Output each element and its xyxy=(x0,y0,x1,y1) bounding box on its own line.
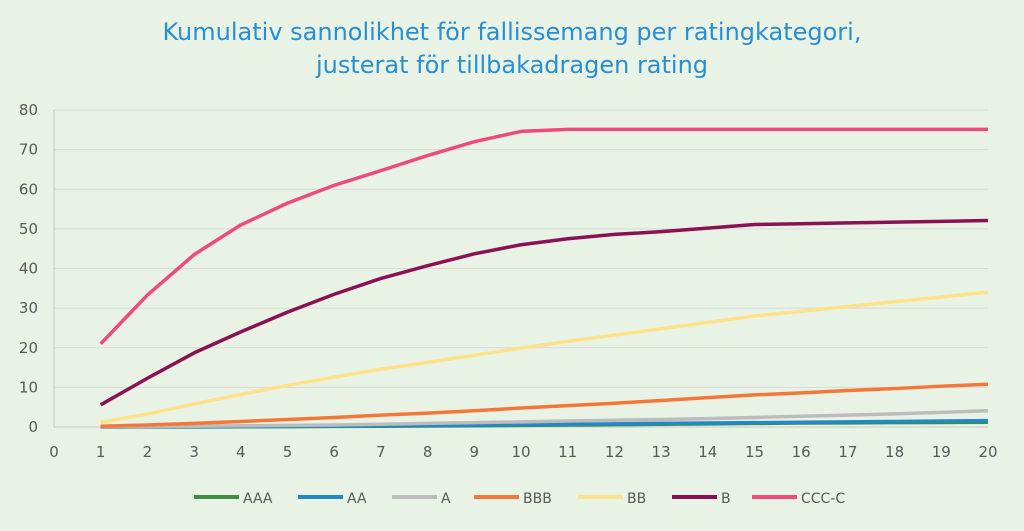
x-tick-label: 16 xyxy=(792,443,811,461)
x-tick-label: 20 xyxy=(978,443,997,461)
x-tick-label: 17 xyxy=(838,443,857,461)
x-tick-label: 4 xyxy=(236,443,246,461)
x-tick-label: 0 xyxy=(49,443,59,461)
series-line-a xyxy=(100,409,989,429)
x-tick-label: 6 xyxy=(329,443,339,461)
series-line-bbb xyxy=(100,382,989,428)
legend-label-bbb: BBB xyxy=(523,491,552,507)
series-line-b xyxy=(99,218,989,407)
x-tick-label: 13 xyxy=(652,443,671,461)
x-tick-label: 10 xyxy=(511,443,530,461)
legend-label-ccc-c: CCC-C xyxy=(801,491,845,507)
series-line-ccc-c xyxy=(99,127,988,345)
y-tick-label: 10 xyxy=(19,378,38,396)
legend-label-aaa: AAA xyxy=(243,491,273,507)
y-tick-label: 80 xyxy=(19,101,38,119)
x-tick-label: 5 xyxy=(283,443,293,461)
y-tick-label: 40 xyxy=(19,260,38,278)
x-tick-label: 14 xyxy=(698,443,717,461)
x-tick-label: 2 xyxy=(143,443,153,461)
y-tick-label: 30 xyxy=(19,299,38,317)
legend-label-a: A xyxy=(441,491,451,507)
x-tick-label: 9 xyxy=(470,443,480,461)
series-line-bb xyxy=(100,290,989,424)
chart-title-line-1: Kumulativ sannolikhet för fallissemang p… xyxy=(162,18,862,46)
x-tick-label: 11 xyxy=(558,443,577,461)
x-tick-label: 12 xyxy=(605,443,624,461)
legend-label-aa: AA xyxy=(347,491,367,507)
chart-title-line-2: justerat för tillbakadragen rating xyxy=(315,51,709,79)
y-tick-label: 60 xyxy=(19,180,38,198)
x-tick-label: 18 xyxy=(885,443,904,461)
y-tick-label: 20 xyxy=(19,339,38,357)
x-tick-label: 19 xyxy=(932,443,951,461)
x-tick-label: 3 xyxy=(189,443,199,461)
x-tick-label: 8 xyxy=(423,443,433,461)
y-tick-label: 70 xyxy=(19,141,38,159)
legend-label-bb: BB xyxy=(627,491,646,507)
chart-title: Kumulativ sannolikhet för fallissemang p… xyxy=(0,16,1024,82)
y-tick-label: 50 xyxy=(19,220,38,238)
x-tick-label: 7 xyxy=(376,443,386,461)
y-tick-label: 0 xyxy=(28,418,38,436)
x-tick-label: 1 xyxy=(96,443,106,461)
x-tick-label: 15 xyxy=(745,443,764,461)
legend-label-b: B xyxy=(721,491,731,507)
